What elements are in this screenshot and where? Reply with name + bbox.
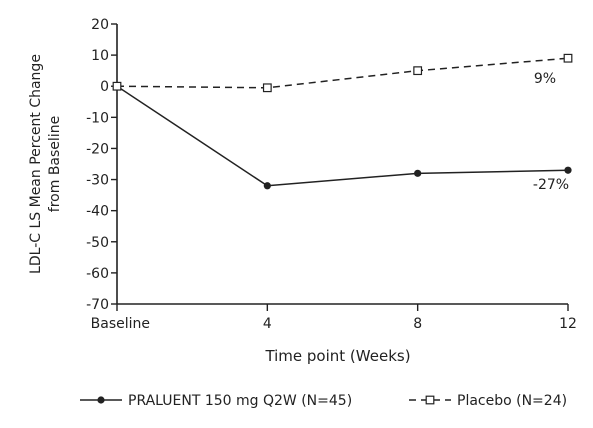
y-axis-title-line: LDL-C LS Mean Percent Change	[28, 54, 44, 274]
data-point	[413, 66, 423, 76]
y-tick-label: 10	[91, 48, 109, 64]
series-line	[116, 57, 569, 89]
x-axis-title: Time point (Weeks)	[264, 347, 410, 365]
series-layer: -27% 9%	[112, 53, 573, 193]
legend-label: Placebo (N=24)	[457, 393, 567, 409]
legend-marker-square	[425, 395, 435, 405]
y-tick-label: -50	[86, 235, 109, 251]
series-dashed: 9%	[112, 53, 573, 93]
y-axis: 20 10 0 -10 -20 -30 -40 -50 -60 -70	[86, 17, 118, 313]
y-tick-label: 0	[100, 79, 109, 95]
x-tick-label: 4	[263, 316, 272, 332]
data-label: -27%	[533, 177, 569, 193]
legend: PRALUENT 150 mg Q2W (N=45) Placebo (N=24)	[80, 393, 567, 409]
y-tick-label: -70	[86, 297, 109, 313]
legend-marker-circle	[97, 396, 105, 404]
data-point	[262, 83, 272, 93]
x-axis: Baseline 4 8 12	[91, 303, 577, 332]
y-axis-title: LDL-C LS Mean Percent Change from Baselin…	[28, 54, 63, 274]
y-tick-label: 20	[91, 17, 109, 33]
data-point	[563, 53, 573, 63]
x-tick-label: Baseline	[91, 316, 150, 332]
series-line	[116, 85, 569, 187]
data-label: 9%	[534, 71, 556, 87]
y-tick-label: -40	[86, 204, 109, 220]
series-solid: -27%	[113, 82, 572, 193]
y-tick-label: -10	[86, 110, 109, 126]
legend-item: Placebo (N=24)	[409, 393, 567, 409]
data-point	[564, 166, 572, 174]
data-point	[414, 169, 422, 177]
legend-label: PRALUENT 150 mg Q2W (N=45)	[128, 393, 352, 409]
y-axis-title-line: from Baseline	[47, 116, 63, 212]
data-point	[263, 182, 271, 190]
data-point	[112, 81, 122, 91]
legend-item: PRALUENT 150 mg Q2W (N=45)	[80, 393, 352, 409]
y-tick-label: -30	[86, 173, 109, 189]
y-tick-label: -20	[86, 141, 109, 157]
x-tick-label: 12	[559, 316, 577, 332]
y-tick-label: -60	[86, 266, 109, 282]
x-tick-label: 8	[413, 316, 422, 332]
